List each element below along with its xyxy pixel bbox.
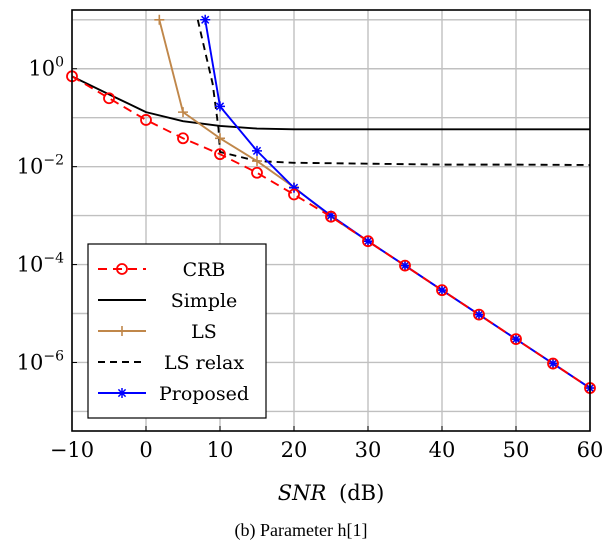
- legend-label-ls-relax: LS relax: [164, 352, 244, 374]
- series-line-ls-relax: [196, 19, 590, 166]
- legend-marker-crb: [116, 263, 128, 275]
- x-tick-label: 50: [503, 438, 530, 462]
- marker-ls: [215, 133, 225, 144]
- marker-crb: [473, 308, 485, 321]
- legend-label-crb: CRB: [183, 259, 226, 281]
- plot-frame: [71, 9, 591, 432]
- marker-crb: [399, 259, 411, 272]
- marker-crb: [251, 166, 263, 179]
- legend-label-proposed: Proposed: [159, 383, 249, 405]
- x-axis-variable: SNR: [278, 481, 327, 505]
- x-axis-label: SNR (dB): [278, 481, 385, 505]
- series-line-simple: [72, 75, 590, 131]
- x-tick-label: 60: [577, 438, 602, 462]
- y-tick-label: 10−4: [17, 251, 64, 277]
- marker-crb: [325, 210, 337, 223]
- marker-ls: [178, 107, 188, 118]
- marker-ls: [154, 14, 165, 25]
- x-tick-label: 10: [207, 438, 234, 462]
- x-tick-label: 20: [281, 438, 308, 462]
- ticks: −10 0 10 20 30 40 50 60 100 10−2 10−4 10−6: [17, 55, 602, 462]
- marker-crb: [288, 188, 300, 201]
- marker-proposed: [548, 358, 558, 369]
- marker-proposed: [511, 334, 521, 345]
- series-line-crb: [72, 75, 590, 389]
- marker-crb: [547, 357, 559, 370]
- marker-proposed: [474, 309, 484, 320]
- marker-crb: [510, 333, 522, 346]
- marker-proposed: [215, 101, 225, 112]
- svg-text:SNR (dB): SNR (dB): [278, 481, 385, 505]
- marker-ls: [252, 156, 262, 167]
- y-tick-label: 10−2: [17, 153, 64, 179]
- marker-proposed: [289, 182, 299, 193]
- legend-label-ls: LS: [191, 321, 217, 343]
- x-tick-label: 30: [355, 438, 382, 462]
- marker-crb: [177, 132, 189, 145]
- x-tick-label: 0: [139, 438, 152, 462]
- legend-marker-proposed: [117, 388, 127, 398]
- marker-proposed: [400, 260, 410, 271]
- marker-proposed: [326, 210, 336, 221]
- marker-proposed: [437, 285, 447, 296]
- marker-crb: [436, 284, 448, 297]
- x-tick-label: 40: [429, 438, 456, 462]
- marker-crb: [103, 92, 115, 105]
- marker-proposed: [200, 14, 211, 25]
- x-tick-label: −10: [50, 438, 94, 462]
- x-axis-unit: (dB): [339, 481, 384, 505]
- marker-crb: [140, 114, 152, 126]
- marker-crb: [214, 148, 226, 161]
- legend: CRB Simple LS LS relax Proposed: [87, 243, 267, 419]
- legend-label-simple: Simple: [171, 290, 238, 312]
- y-tick-label: 100: [28, 55, 64, 81]
- figure-caption: (b) Parameter h[1]: [234, 520, 368, 540]
- y-tick-label: 10−6: [17, 348, 64, 374]
- legend-marker-ls: [117, 326, 127, 336]
- marker-proposed: [363, 236, 373, 247]
- marker-proposed: [252, 145, 262, 156]
- marker-crb: [362, 235, 374, 248]
